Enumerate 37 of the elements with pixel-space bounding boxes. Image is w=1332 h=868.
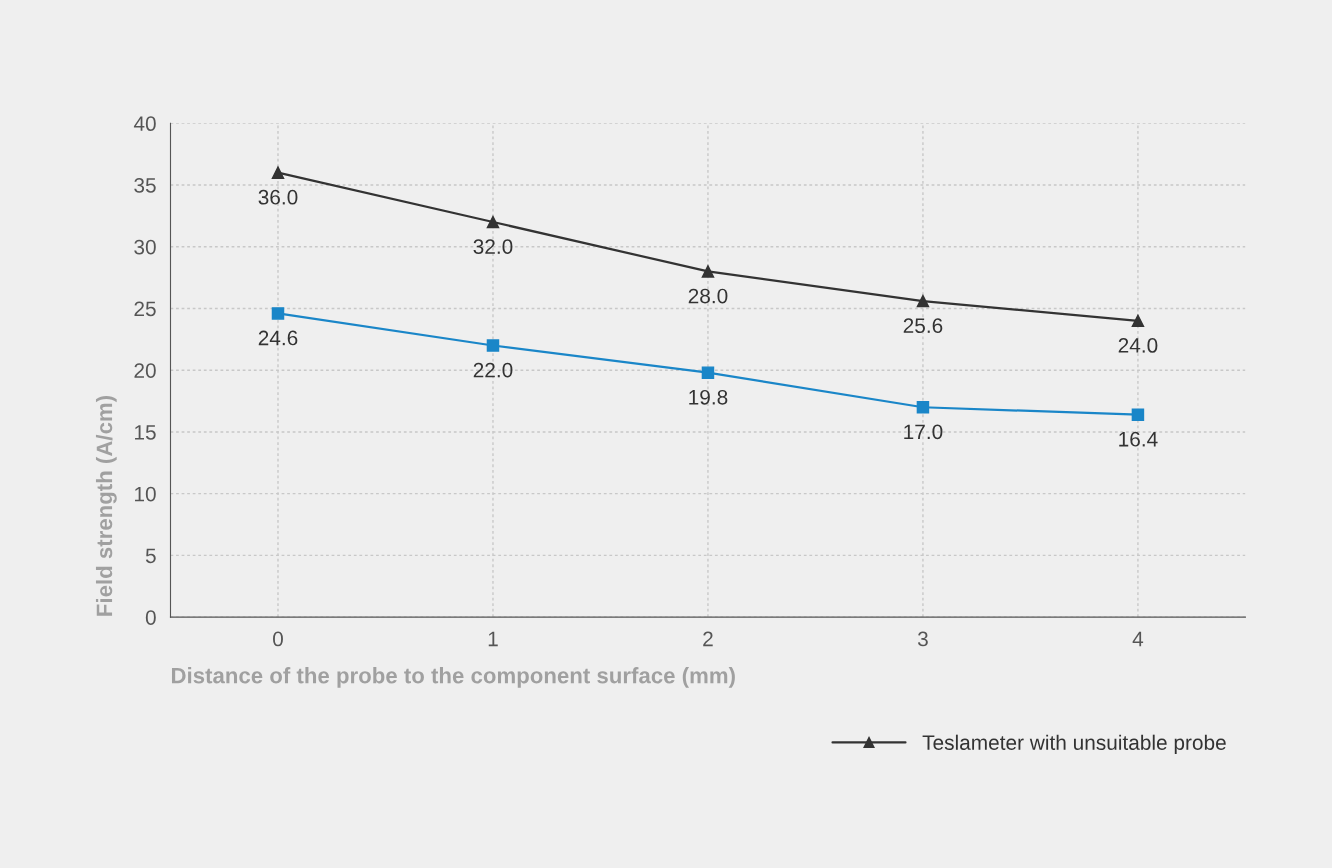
y-tick-label: 40 [133, 116, 156, 132]
y-tick-label: 20 [134, 363, 156, 378]
point [271, 307, 285, 320]
x-tick-label: 0 [273, 631, 283, 647]
data-label: 24.0 [1118, 338, 1158, 353]
legend-label: Teslameter with unsuitable probe [922, 734, 1226, 755]
y-tick-label: 35 [134, 177, 156, 193]
data-label: 25.6 [903, 318, 943, 334]
point [271, 166, 285, 179]
data-label: 16.4 [1119, 431, 1158, 447]
data-label: 32.0 [473, 239, 513, 254]
data-label: 19.8 [689, 389, 728, 405]
x-tick-label: 4 [1132, 631, 1144, 647]
point [701, 366, 715, 379]
data-label: 36.0 [258, 189, 298, 205]
point [486, 215, 500, 229]
point [916, 400, 930, 414]
data-label: 22.0 [473, 362, 513, 378]
point [1131, 408, 1145, 421]
data-label: 28.0 [688, 288, 728, 304]
y-tick-label: 30 [134, 239, 156, 255]
point [701, 265, 715, 278]
x-tick-label: 3 [917, 631, 928, 647]
point [916, 294, 930, 308]
y-tick-label: 10 [135, 486, 156, 502]
y-tick-label: 5 [145, 548, 156, 564]
point [486, 339, 500, 352]
point [1131, 314, 1145, 328]
data-label: 24.6 [258, 330, 298, 346]
y-tick-label: 15 [135, 425, 156, 440]
data-label: 17.0 [904, 424, 943, 440]
y-tick-label: 25 [134, 301, 156, 317]
x-tick-label: 2 [703, 631, 713, 647]
y-axis-title: Field strength (A/cm) [95, 396, 117, 616]
x-axis-title: Distance of the probe to the component surface (mm) [171, 667, 735, 688]
y-tick-label: 0 [145, 610, 156, 625]
x-tick-label: 1 [488, 631, 498, 647]
